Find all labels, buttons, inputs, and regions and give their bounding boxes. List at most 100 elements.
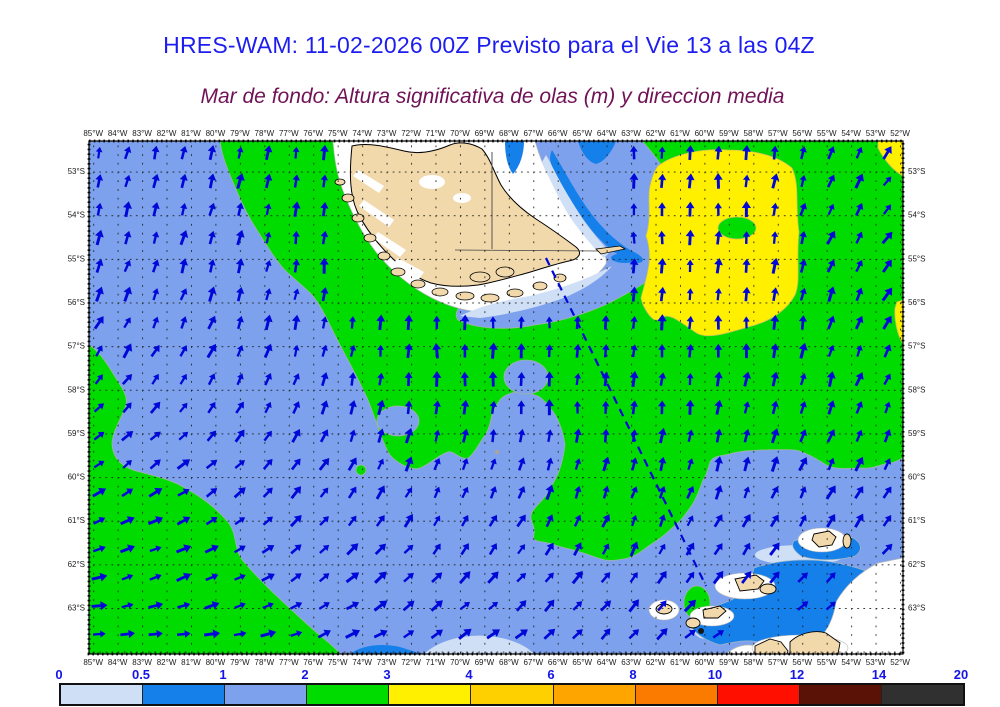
direction-arrow: [601, 371, 610, 387]
direction-arrow: [233, 487, 246, 499]
direction-arrow: [93, 460, 105, 469]
lat-label: 62°S: [908, 560, 925, 569]
direction-arrow: [264, 372, 272, 386]
direction-arrow: [235, 258, 245, 274]
direction-arrow: [714, 343, 723, 358]
direction-arrow: [515, 600, 527, 612]
direction-arrow: [883, 458, 892, 471]
direction-arrow: [742, 286, 751, 302]
direction-arrow: [121, 602, 134, 609]
direction-arrow: [825, 601, 836, 611]
direction-arrow: [686, 343, 695, 358]
direction-arrow: [92, 545, 106, 553]
direction-arrow: [685, 542, 695, 556]
direction-arrow: [149, 401, 161, 414]
direction-arrow: [320, 201, 329, 217]
direction-arrow: [291, 314, 301, 331]
direction-arrow: [714, 145, 723, 160]
direction-arrow: [204, 601, 220, 610]
direction-arrow: [320, 372, 329, 387]
graticule-dots: [89, 141, 903, 654]
lon-label: 56°W: [792, 129, 812, 138]
direction-arrow: [516, 572, 527, 583]
direction-arrow: [403, 572, 414, 583]
direction-arrow: [883, 373, 891, 386]
direction-arrow: [432, 342, 442, 359]
lon-label: 61°W: [670, 129, 690, 138]
direction-arrow: [236, 202, 244, 217]
direction-arrow: [685, 229, 695, 246]
direction-arrow: [714, 258, 723, 274]
colorbar-value-label: 10: [707, 667, 723, 682]
direction-arrow: [770, 343, 780, 359]
direction-arrow: [319, 516, 329, 526]
direction-arrow: [152, 288, 160, 301]
direction-arrow: [319, 487, 329, 498]
direction-arrow: [207, 173, 217, 189]
direction-arrow: [373, 600, 388, 612]
direction-arrow: [685, 399, 695, 415]
direction-arrow: [205, 573, 219, 582]
direction-arrow: [261, 573, 275, 582]
direction-arrow: [377, 372, 385, 386]
direction-arrow: [320, 287, 329, 302]
direction-arrow: [628, 629, 640, 640]
direction-arrow: [95, 229, 104, 246]
direction-arrow: [235, 172, 245, 189]
lat-label: 58°S: [68, 385, 85, 394]
wave-direction-arrows: [91, 144, 893, 641]
direction-arrow: [545, 371, 554, 387]
direction-arrow: [601, 315, 610, 330]
direction-arrow: [770, 456, 780, 472]
colorbar-value-label: 4: [465, 667, 473, 682]
lat-label: 61°S: [68, 516, 85, 525]
direction-arrow: [770, 486, 779, 499]
direction-arrow: [601, 400, 610, 414]
direction-arrow: [685, 173, 695, 189]
lat-label: 55°S: [68, 254, 85, 263]
direction-arrow: [123, 286, 132, 302]
direction-arrow: [516, 342, 526, 359]
direction-arrow: [460, 314, 470, 331]
lon-label: 73°W: [377, 658, 397, 667]
direction-arrow: [204, 544, 219, 554]
lon-label: 82°W: [157, 658, 177, 667]
direction-arrow: [234, 602, 246, 609]
direction-arrow: [882, 204, 892, 215]
colorbar-value-label: 6: [547, 667, 555, 682]
direction-arrow: [264, 231, 272, 244]
direction-arrow: [600, 628, 611, 640]
direction-arrow: [514, 629, 528, 640]
direction-arrow: [206, 343, 217, 359]
direction-arrow: [742, 174, 751, 188]
direction-arrow: [854, 486, 864, 500]
direction-arrow: [714, 428, 723, 443]
direction-arrow: [431, 572, 443, 583]
colorbar-segment: [552, 685, 635, 704]
direction-arrow: [148, 601, 164, 610]
direction-arrow: [656, 628, 668, 641]
direction-arrow: [292, 174, 300, 188]
colorbar-segment: [61, 685, 143, 704]
lat-label: 62°S: [68, 560, 85, 569]
axis-labels: 85°W 85°W 84°W 84°W 83°W 83°W 82°W 82°W 81°W 81°W…: [68, 129, 926, 667]
direction-arrow: [489, 486, 498, 499]
lon-label: 78°W: [255, 658, 275, 667]
direction-arrow: [826, 286, 836, 303]
lat-label: 56°S: [908, 298, 925, 307]
direction-arrow: [714, 287, 722, 301]
direction-arrow: [685, 145, 695, 160]
direction-arrow: [234, 517, 246, 526]
lon-label: 59°W: [719, 658, 739, 667]
lon-label: 64°W: [597, 658, 617, 667]
direction-arrow: [572, 629, 583, 640]
direction-arrow: [770, 287, 779, 302]
lon-label: 85°W: [83, 129, 103, 138]
direction-arrow: [403, 513, 414, 528]
direction-arrow: [264, 288, 272, 301]
direction-arrow: [123, 201, 132, 218]
direction-arrow: [630, 400, 639, 415]
lat-label: 58°S: [908, 385, 925, 394]
direction-arrow: [799, 202, 807, 217]
